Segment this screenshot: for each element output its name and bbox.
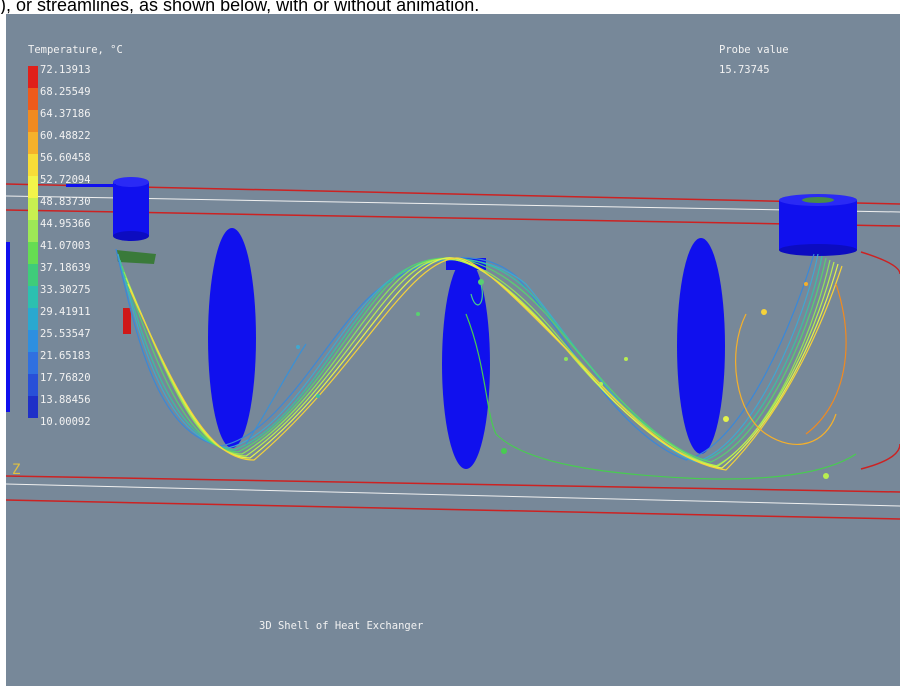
- probe-value: 15.73745: [719, 64, 770, 76]
- color-scale-swatch: [28, 110, 38, 132]
- color-scale-swatch: [28, 330, 38, 352]
- shell-outline: [6, 183, 900, 520]
- shell-curve-right-bottom: [860, 443, 900, 470]
- color-scale-swatch: [28, 352, 38, 374]
- color-scale-label: 29.41911: [40, 306, 91, 318]
- baffle-3: [677, 238, 725, 454]
- color-scale-swatch: [28, 220, 38, 242]
- color-scale-bar: [28, 66, 38, 418]
- viewport-3d[interactable]: Temperature, °C 72.13913 68.25549 64.37186…: [6, 14, 900, 686]
- color-scale-label: 52.72094: [40, 174, 91, 186]
- page-header-text: ), or streamlines, as shown below, with …: [0, 0, 480, 14]
- color-scale-swatch: [28, 88, 38, 110]
- baffle-2: [442, 259, 490, 469]
- scene-canvas[interactable]: [6, 14, 900, 686]
- baffles: [208, 228, 725, 469]
- color-scale-label: 41.07003: [40, 240, 91, 252]
- baffle-1: [208, 228, 256, 448]
- color-scale-swatch: [28, 286, 38, 308]
- color-scale-label: 44.95366: [40, 218, 91, 230]
- centerline-top: [6, 195, 900, 213]
- legend-title: Temperature, °C: [28, 44, 123, 56]
- color-scale-swatch: [28, 264, 38, 286]
- baffle-left-edge: [6, 242, 10, 412]
- inlet-nozzle: [66, 177, 156, 334]
- scene-caption: 3D Shell of Heat Exchanger: [259, 620, 424, 632]
- centerline-bottom: [6, 483, 900, 507]
- color-scale-label: 68.25549: [40, 86, 91, 98]
- color-scale-swatch: [28, 308, 38, 330]
- color-scale-swatch: [28, 374, 38, 396]
- color-scale-label: 60.48822: [40, 130, 91, 142]
- color-scale-label: 10.00092: [40, 416, 91, 428]
- shell-bottom-line-1: [6, 475, 900, 493]
- color-scale-label: 25.53547: [40, 328, 91, 340]
- color-scale-label: 21.65183: [40, 350, 91, 362]
- color-scale-label: 72.13913: [40, 64, 91, 76]
- outlet-nozzle: [779, 194, 857, 256]
- color-scale-swatch: [28, 198, 38, 220]
- color-scale-swatch: [28, 66, 38, 88]
- axis-z-label: Z: [12, 462, 21, 478]
- color-scale-label: 13.88456: [40, 394, 91, 406]
- color-scale-swatch: [28, 242, 38, 264]
- streamlines: [115, 248, 857, 480]
- shell-bottom-line-2: [6, 499, 900, 520]
- color-scale-label: 64.37186: [40, 108, 91, 120]
- color-scale-swatch: [28, 132, 38, 154]
- shell-curve-right: [860, 251, 900, 275]
- shell-top-line-1: [6, 183, 900, 205]
- probe-title: Probe value: [719, 44, 789, 56]
- color-scale-swatch: [28, 396, 38, 418]
- color-scale-label: 48.83730: [40, 196, 91, 208]
- color-scale-swatch: [28, 176, 38, 198]
- shell-top-line-2: [6, 209, 900, 227]
- color-scale-label: 37.18639: [40, 262, 91, 274]
- color-scale-label: 56.60458: [40, 152, 91, 164]
- color-scale-label: 17.76820: [40, 372, 91, 384]
- color-scale-swatch: [28, 154, 38, 176]
- color-scale-label: 33.30275: [40, 284, 91, 296]
